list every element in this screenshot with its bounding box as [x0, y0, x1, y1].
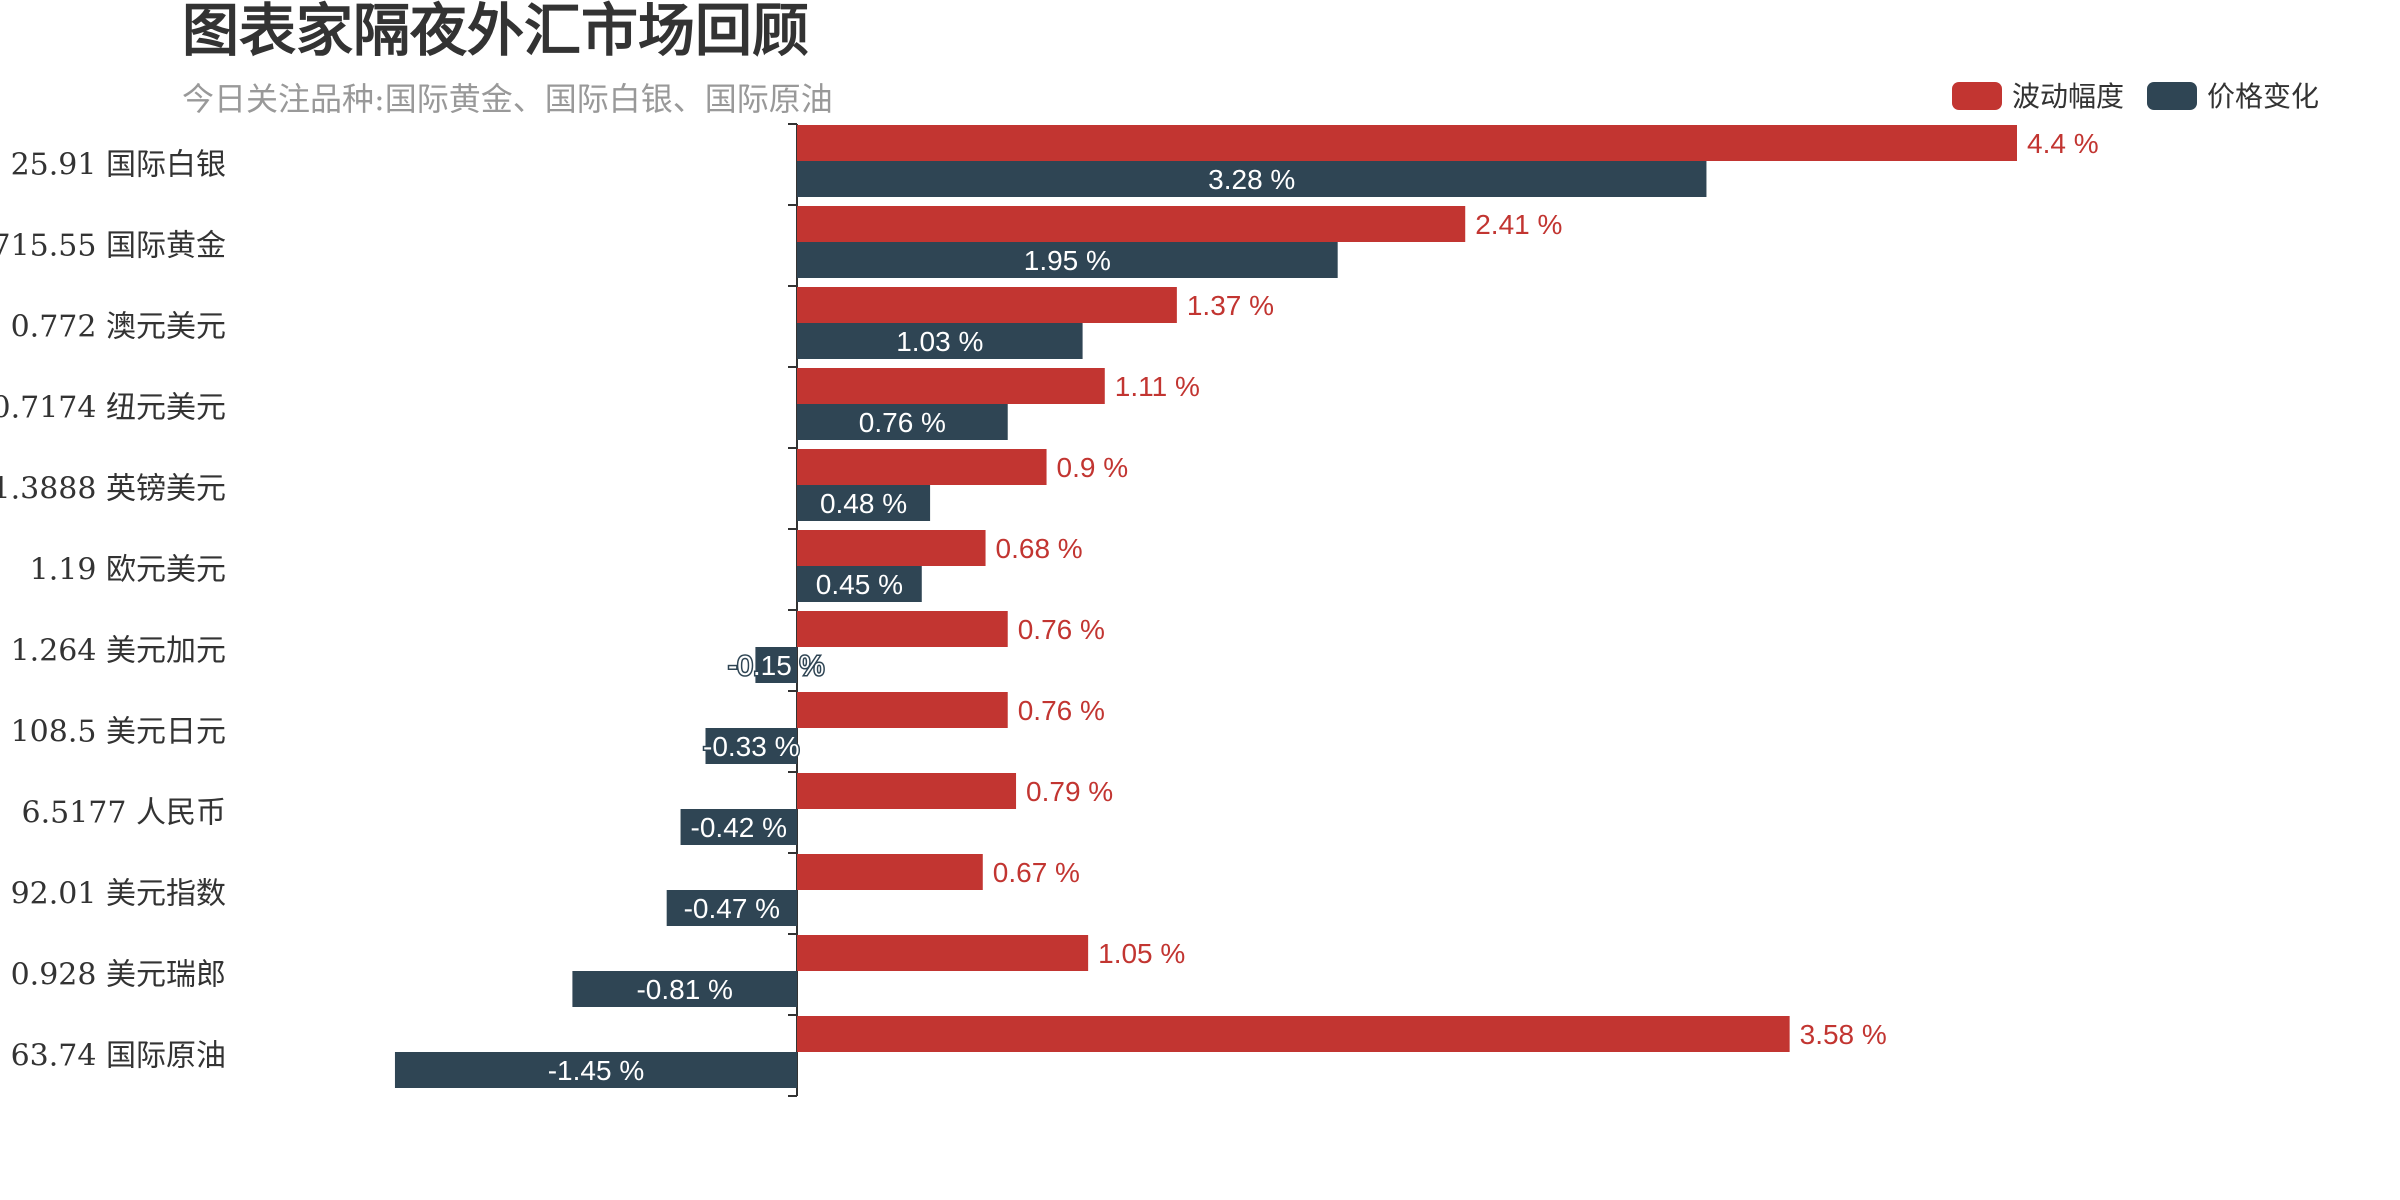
bar-volatility[interactable]: [797, 935, 1089, 971]
bar-label-price-change: 1.95 %: [1024, 245, 1111, 276]
bar-label-price-change: 0.45 %: [816, 569, 903, 600]
bar-price-change[interactable]: [755, 647, 797, 683]
bar-label-volatility: 0.68 %: [996, 533, 1083, 564]
chart-subtitle: 今日关注品种:国际黄金、国际白银、国际原油: [182, 80, 833, 118]
category-label: 6.5177 人民币: [21, 796, 226, 831]
bar-label-volatility: 0.9 %: [1057, 452, 1129, 483]
bar-price-change[interactable]: [797, 485, 931, 521]
legend-label-price-change[interactable]: 价格变化: [2207, 80, 2319, 113]
category-label: 1.3888 英镑美元: [0, 472, 226, 507]
bar-label-volatility: 4.4 %: [2027, 128, 2099, 159]
bar-volatility[interactable]: [797, 206, 1466, 242]
category-axis: [788, 123, 798, 1097]
legend-swatch-volatility[interactable]: [1952, 82, 2002, 110]
bar-label-volatility: 1.05 %: [1098, 938, 1185, 969]
category-label: 1715.55 国际黄金: [0, 229, 226, 264]
legend-swatch-price-change[interactable]: [2147, 82, 2197, 110]
bar-labels: 4.4 % 3.28 % 2.41 % 1.95 % 1.37 % 1.03 % 1.11 …: [548, 128, 2099, 1086]
category-label: 92.01 美元指数: [11, 877, 226, 912]
bar-price-change[interactable]: [797, 323, 1083, 359]
bar-volatility[interactable]: [797, 1016, 1790, 1052]
category-label: 108.5 美元日元: [11, 715, 226, 750]
bar-label-price-change: -0.47 %: [684, 893, 781, 924]
bar-label-volatility: 2.41 %: [1475, 209, 1562, 240]
bar-volatility[interactable]: [797, 611, 1008, 647]
bar-label-volatility: 1.11 %: [1115, 371, 1200, 402]
category-label: 0.928 美元瑞郎: [11, 958, 226, 993]
bar-price-change[interactable]: [394, 1052, 797, 1088]
category-label: 1.19 欧元美元: [30, 553, 226, 588]
bar-label-price-change: 3.28 %: [1208, 164, 1295, 195]
bar-label-volatility: 0.76 %: [1018, 614, 1105, 645]
bar-label-price-change: -0.15 %: [728, 650, 825, 681]
bar-volatility[interactable]: [797, 530, 986, 566]
legend[interactable]: 波动幅度 价格变化: [1952, 80, 2319, 113]
legend-label-volatility[interactable]: 波动幅度: [2012, 80, 2124, 113]
bar-label-price-change: -0.42 %: [691, 812, 788, 843]
bar-label-price-change: 1.03 %: [896, 326, 983, 357]
bar-label-price-change: -1.45 %: [548, 1055, 645, 1086]
bar-price-change[interactable]: [705, 728, 798, 764]
bar-price-change[interactable]: [797, 566, 922, 602]
bar-volatility[interactable]: [797, 368, 1105, 404]
bar-volatility[interactable]: [797, 854, 983, 890]
category-label: 1.264 美元加元: [11, 634, 226, 669]
bar-label-volatility: 3.58 %: [1800, 1019, 1887, 1050]
bars: [394, 125, 2017, 1088]
bar-label-price-change: -0.33 %: [703, 731, 800, 762]
bar-volatility[interactable]: [797, 773, 1017, 809]
bar-price-change[interactable]: [797, 161, 1707, 197]
bar-label-price-change: 0.76 %: [859, 407, 946, 438]
bar-volatility[interactable]: [797, 692, 1008, 728]
bar-price-change[interactable]: [680, 809, 797, 845]
bar-price-change[interactable]: [797, 242, 1338, 278]
category-label: 0.7174 纽元美元: [0, 391, 226, 426]
category-label: 0.772 澳元美元: [11, 310, 226, 345]
bar-label-price-change: 0.48 %: [820, 488, 907, 519]
category-label: 25.91 国际白银: [11, 148, 226, 183]
bar-label-volatility: 0.76 %: [1018, 695, 1105, 726]
bar-volatility[interactable]: [797, 125, 2017, 161]
bar-label-price-change: -0.81 %: [636, 974, 733, 1005]
bar-price-change[interactable]: [572, 971, 797, 1007]
category-labels: 25.91 国际白银 1715.55 国际黄金 0.772 澳元美元 0.7174 纽…: [0, 148, 226, 1074]
bar-label-volatility: 0.67 %: [993, 857, 1080, 888]
bar-volatility[interactable]: [797, 287, 1177, 323]
bar-price-change[interactable]: [797, 404, 1008, 440]
bar-label-volatility: 0.79 %: [1026, 776, 1113, 807]
bar-volatility[interactable]: [797, 449, 1047, 485]
bar-price-change[interactable]: [666, 890, 797, 926]
category-label: 63.74 国际原油: [11, 1039, 226, 1074]
chart-title: 图表家隔夜外汇市场回顾: [182, 0, 809, 64]
bar-label-volatility: 1.37 %: [1187, 290, 1274, 321]
